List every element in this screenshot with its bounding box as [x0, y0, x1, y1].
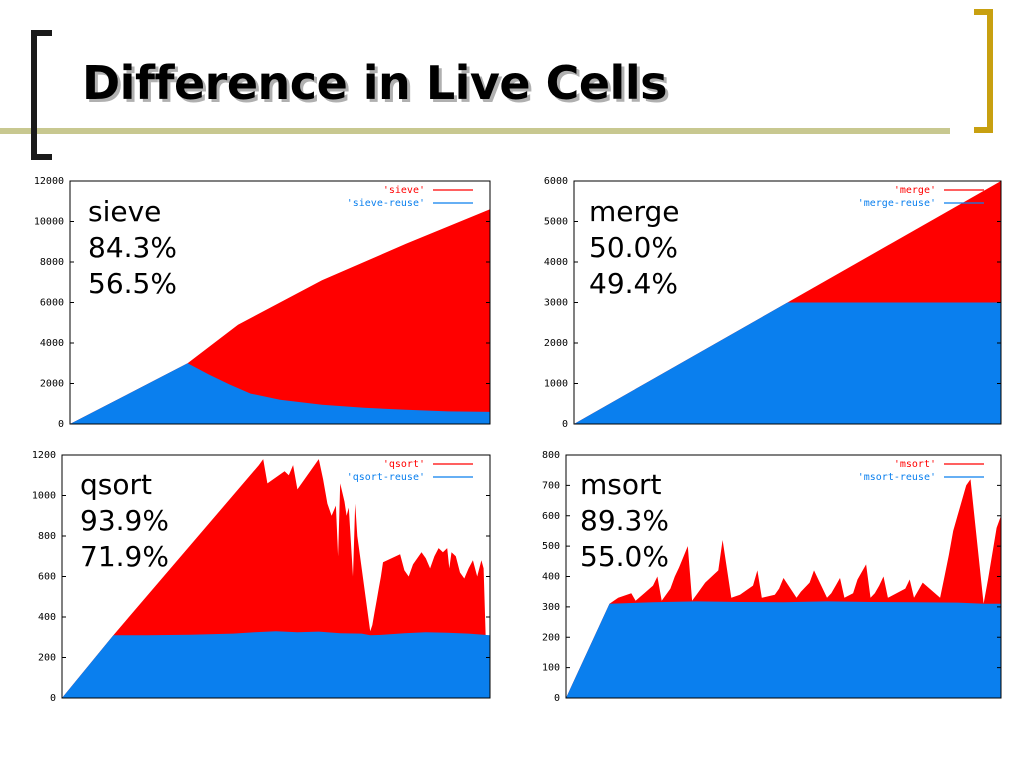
- chart-overlay-label: sieve 84.3% 56.5%: [88, 194, 177, 302]
- chart-stat-1: 89.3%: [580, 504, 669, 537]
- chart-stat-1: 93.9%: [80, 504, 169, 537]
- y-tick-label: 5000: [544, 217, 568, 228]
- chart-overlay-label: merge 50.0% 49.4%: [589, 194, 680, 302]
- left-bracket: [31, 30, 52, 160]
- y-tick-label: 2000: [40, 379, 64, 390]
- y-tick-label: 600: [542, 511, 560, 522]
- legend-label: 'qsort-reuse': [347, 472, 425, 483]
- y-tick-label: 100: [542, 663, 560, 674]
- y-tick-label: 10000: [34, 217, 64, 228]
- series-area-1: [70, 363, 490, 424]
- right-bracket: [974, 9, 993, 133]
- legend-label: 'merge': [894, 185, 936, 196]
- y-tick-label: 400: [542, 572, 560, 583]
- y-tick-label: 500: [542, 541, 560, 552]
- y-tick-label: 0: [562, 419, 568, 430]
- chart-stat-1: 50.0%: [589, 231, 678, 264]
- legend-label: 'merge-reuse': [858, 198, 936, 209]
- chart-name: merge: [589, 195, 680, 228]
- chart-name: msort: [580, 468, 662, 501]
- legend-label: 'sieve-reuse': [347, 198, 425, 209]
- y-tick-label: 12000: [34, 176, 64, 187]
- y-tick-label: 800: [38, 531, 56, 542]
- y-tick-label: 1200: [32, 450, 56, 461]
- chart-stat-1: 84.3%: [88, 231, 177, 264]
- y-tick-label: 1000: [544, 379, 568, 390]
- y-tick-label: 200: [38, 653, 56, 664]
- y-tick-label: 600: [38, 572, 56, 583]
- series-area-1: [566, 601, 1001, 698]
- series-area-1: [62, 631, 490, 698]
- chart-stat-2: 71.9%: [80, 540, 169, 573]
- page-title: Difference in Live Cells: [82, 56, 667, 110]
- legend-label: 'sieve': [383, 185, 425, 196]
- y-tick-label: 3000: [544, 298, 568, 309]
- chart-stat-2: 49.4%: [589, 267, 678, 300]
- chart-name: sieve: [88, 195, 162, 228]
- y-tick-label: 300: [542, 602, 560, 613]
- y-tick-label: 800: [542, 450, 560, 461]
- y-tick-label: 4000: [40, 338, 64, 349]
- legend-label: 'msort': [894, 459, 936, 470]
- chart-overlay-label: qsort 93.9% 71.9%: [80, 467, 169, 575]
- series-area-1: [574, 302, 1001, 424]
- y-tick-label: 1000: [32, 491, 56, 502]
- y-tick-label: 0: [554, 693, 560, 704]
- y-tick-label: 400: [38, 612, 56, 623]
- title-underline: [0, 128, 950, 134]
- y-tick-label: 8000: [40, 257, 64, 268]
- y-tick-label: 4000: [544, 257, 568, 268]
- y-tick-label: 0: [50, 693, 56, 704]
- chart-stat-2: 56.5%: [88, 267, 177, 300]
- chart-overlay-label: msort 89.3% 55.0%: [580, 467, 669, 575]
- y-tick-label: 0: [58, 419, 64, 430]
- chart-stat-2: 55.0%: [580, 540, 669, 573]
- y-tick-label: 2000: [544, 338, 568, 349]
- y-tick-label: 6000: [40, 298, 64, 309]
- legend-label: 'msort-reuse': [858, 472, 936, 483]
- y-tick-label: 700: [542, 480, 560, 491]
- y-tick-label: 6000: [544, 176, 568, 187]
- y-tick-label: 200: [542, 632, 560, 643]
- legend-label: 'qsort': [383, 459, 425, 470]
- chart-name: qsort: [80, 468, 152, 501]
